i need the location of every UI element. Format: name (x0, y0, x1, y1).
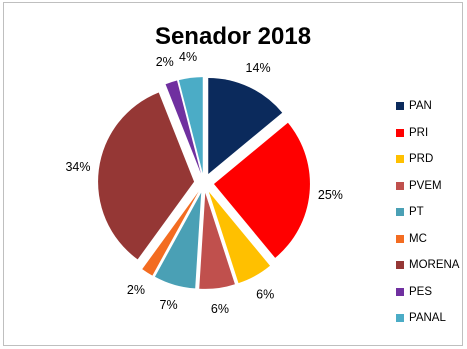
legend-item-pes: PES (396, 279, 459, 306)
legend-item-panal: PANAL (396, 305, 459, 332)
pie-slice-morena (98, 92, 195, 260)
pie-slice-pan (208, 77, 283, 174)
legend-item-morena: MORENA (396, 252, 459, 279)
legend-swatch (396, 287, 404, 296)
data-label-morena: 34% (65, 160, 90, 174)
legend-label: MC (409, 232, 427, 245)
legend-swatch (396, 102, 404, 111)
pie-slice-prd (208, 191, 271, 284)
legend-item-prd: PRD (396, 146, 459, 173)
pie-slice-pt (154, 192, 202, 289)
legend-swatch (396, 234, 404, 243)
data-label-prd: 6% (256, 287, 274, 301)
data-label-panal: 4% (179, 50, 197, 64)
chart-title: Senador 2018 (154, 23, 312, 50)
legend-item-pri: PRI (396, 120, 459, 147)
legend-label: PES (409, 285, 433, 298)
legend-label: PANAL (409, 312, 446, 325)
pie-slice-pes (165, 80, 201, 174)
data-label-pan: 14% (246, 61, 271, 75)
legend-label: PRI (409, 126, 429, 139)
legend-item-pt: PT (396, 199, 459, 226)
data-label-pvem: 6% (211, 302, 229, 316)
legend-label: PT (409, 206, 424, 219)
legend-swatch (396, 208, 404, 217)
chart-area: Senador 2018 14% 25% 6% 6% 7% 2% 34% 2% 4% PAN PR… (3, 2, 463, 346)
legend-swatch (396, 128, 404, 137)
pie-slice-mc (142, 191, 199, 276)
legend-item-pvem: PVEM (396, 173, 459, 200)
legend-label: MORENA (409, 259, 460, 272)
pie-slice-pvem (199, 192, 235, 289)
pie-slice-panal (178, 77, 203, 174)
legend-label: PVEM (409, 179, 442, 192)
legend-item-mc: MC (396, 226, 459, 253)
legend-label: PAN (409, 100, 432, 113)
legend-swatch (396, 314, 404, 323)
legend-swatch (396, 181, 404, 190)
legend-swatch (396, 261, 404, 270)
data-label-pt: 7% (160, 298, 178, 312)
legend-label: PRD (409, 153, 434, 166)
data-label-mc: 2% (127, 283, 145, 297)
data-label-pri: 25% (318, 188, 343, 202)
data-label-pes: 2% (156, 55, 174, 69)
legend: PAN PRI PRD PVEM PT MC MORENA PES PANAL (396, 93, 459, 332)
pie-slice-pri (213, 122, 310, 258)
legend-item-pan: PAN (396, 93, 459, 120)
pie-chart: 14% 25% 6% 6% 7% 2% 34% 2% 4% (65, 50, 343, 316)
legend-swatch (396, 155, 404, 164)
